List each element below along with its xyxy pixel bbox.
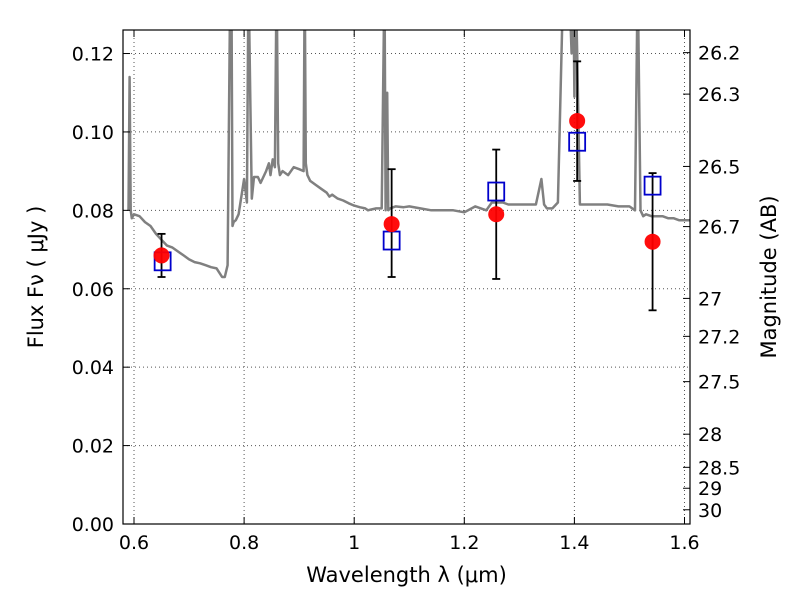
y2-axis-label: Magnitude (AB) <box>757 195 781 358</box>
mag-tick-label: 28.5 <box>698 457 740 479</box>
x-tick-label: 0.6 <box>119 532 149 554</box>
model-spectrum-line <box>127 30 690 279</box>
y-tick-label: 0.10 <box>72 122 114 144</box>
mag-tick-label: 30 <box>698 500 722 522</box>
x-axis-label: Wavelength λ (μm) <box>306 563 507 587</box>
x-tick-label: 0.8 <box>229 532 259 554</box>
y-tick-label: 0.08 <box>72 200 114 222</box>
grid <box>123 30 690 524</box>
mag-tick-label: 26.3 <box>698 84 740 106</box>
model-photometry-square <box>487 181 506 202</box>
x-tick-label: 1 <box>348 532 360 554</box>
y-tick-label: 0.00 <box>72 514 114 536</box>
plot-background <box>123 30 690 524</box>
observed-photometry-point <box>383 216 400 233</box>
mag-tick-label: 26.2 <box>698 43 740 65</box>
y-tick-label: 0.04 <box>72 357 114 379</box>
mag-tick-label: 27 <box>698 288 722 310</box>
y-tick-label: 0.12 <box>72 44 114 66</box>
axes-ticks: 0.6 0.8 1 1.2 1.4 1.6 0.00 0.02 0.04 0.06 0.08 0.10… <box>72 30 740 554</box>
mag-tick-label: 29 <box>698 478 722 500</box>
y-tick-label: 0.06 <box>72 279 114 301</box>
mag-tick-label: 28 <box>698 424 722 446</box>
observed-photometry-point <box>644 233 661 250</box>
y-axis-label: Flux Fν ( μJy ) <box>24 206 48 349</box>
mag-tick-label: 27.2 <box>698 326 740 348</box>
plot-frame <box>122 29 691 525</box>
mag-tick-label: 26.7 <box>698 217 740 239</box>
x-tick-label: 1.6 <box>669 532 699 554</box>
data-layer <box>127 30 690 312</box>
x-tick-label: 1.2 <box>449 532 479 554</box>
observed-photometry-point <box>569 112 586 129</box>
x-tick-label: 1.4 <box>559 532 589 554</box>
mag-tick-label: 26.5 <box>698 156 740 178</box>
mag-tick-label: 27.5 <box>698 372 740 394</box>
observed-photometry-point <box>488 206 505 223</box>
observed-photometry-point <box>153 247 170 264</box>
y-tick-label: 0.02 <box>72 436 114 458</box>
model-photometry-square <box>568 131 587 152</box>
model-photometry-square <box>643 175 662 196</box>
